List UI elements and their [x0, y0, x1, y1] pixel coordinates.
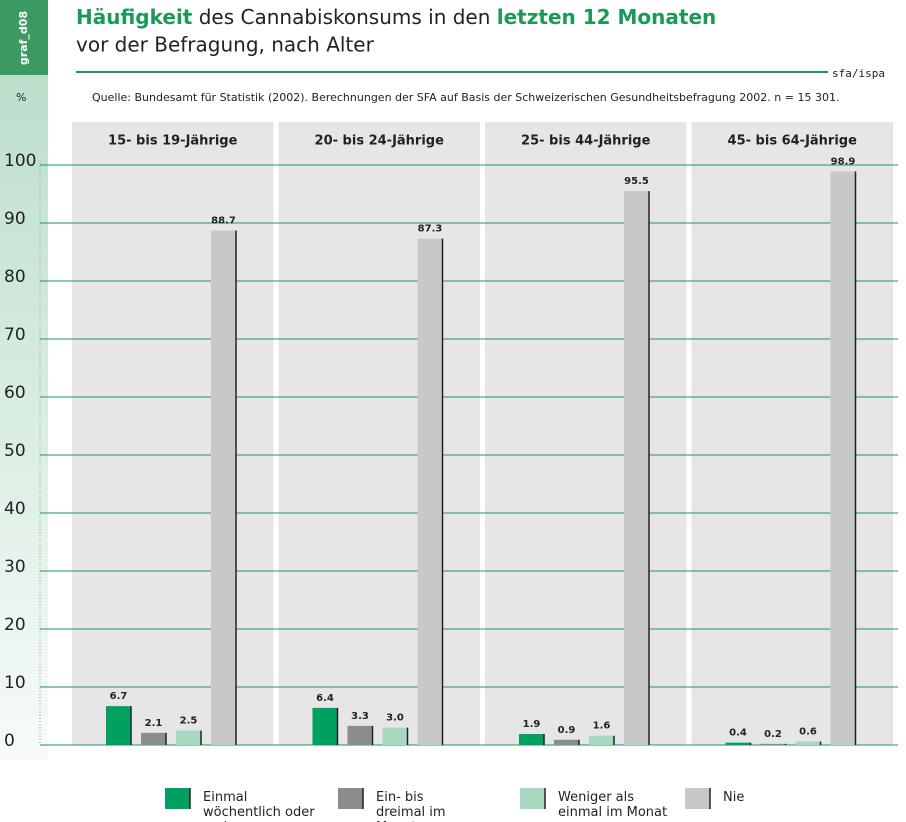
value-label: 0.9 [558, 725, 576, 736]
value-label: 3.3 [351, 711, 369, 722]
panel-title: 45- bis 64-Jährige [728, 134, 858, 149]
value-label: 98.9 [831, 156, 856, 167]
tag: graf_d08 [17, 11, 30, 65]
value-label: 6.4 [316, 693, 334, 704]
panel [691, 122, 893, 745]
value-label: 3.0 [386, 713, 404, 724]
y-tick-label: 20 [4, 615, 26, 635]
bar [382, 727, 408, 745]
value-label: 6.7 [110, 691, 128, 702]
y-tick-label: 80 [4, 267, 26, 287]
bar [417, 238, 443, 745]
legend-label: Weniger als einmal im Monat [558, 790, 668, 820]
bar [141, 732, 166, 745]
chart-title: Häufigkeit des Cannabiskonsums in den le… [76, 5, 716, 29]
panel [485, 122, 687, 745]
value-label: 2.5 [180, 716, 198, 727]
bar [624, 191, 649, 746]
y-axis-label: % [16, 91, 26, 104]
value-label: 87.3 [418, 224, 443, 235]
bar [554, 739, 579, 745]
y-tick-label: 40 [4, 499, 26, 519]
y-tick-label: 30 [4, 557, 26, 577]
y-tick-label: 50 [4, 441, 26, 461]
bar [312, 707, 338, 745]
y-tick-label: 100 [4, 151, 36, 171]
y-tick-label: 0 [4, 731, 15, 751]
panel-title: 25- bis 44-Jährige [521, 134, 651, 149]
value-label: 2.1 [145, 718, 163, 729]
y-tick-label: 70 [4, 325, 26, 345]
value-label: 88.7 [211, 216, 236, 227]
y-tick-label: 10 [4, 673, 26, 693]
value-label: 1.6 [593, 721, 611, 732]
legend-swatch [520, 788, 545, 809]
source: Quelle: Bundesamt für Statistik (2002). … [92, 91, 839, 104]
panel [278, 122, 480, 745]
bar [347, 725, 373, 745]
legend-label: Einmal wöchentlich oder mehr [203, 790, 315, 822]
y-tick-label: 90 [4, 209, 26, 229]
bar [830, 171, 856, 745]
bar [725, 742, 751, 745]
side-strip [0, 0, 48, 760]
panel [72, 122, 274, 745]
value-label: 1.9 [523, 719, 541, 730]
bar [176, 730, 201, 745]
value-label: 0.6 [799, 727, 817, 738]
bar [589, 735, 614, 745]
panel-title: 20- bis 24-Jährige [315, 134, 445, 149]
panel-title: 15- bis 19-Jährige [108, 134, 238, 149]
tag-box [0, 0, 48, 75]
bar [106, 706, 131, 745]
value-label: 0.2 [764, 729, 782, 740]
legend-label: Ein- bis dreimal im Monat [376, 790, 446, 822]
legend-label: Nie [723, 790, 745, 805]
legend-swatch [165, 788, 190, 809]
bar [795, 741, 821, 745]
value-label: 95.5 [624, 176, 649, 187]
legend-swatch [338, 788, 363, 809]
subtitle: vor der Befragung, nach Alter [76, 33, 375, 57]
bar [519, 733, 544, 745]
legend-swatch [685, 788, 710, 809]
bar [760, 743, 786, 745]
logo: sfa/ispa [832, 67, 885, 80]
bar [211, 230, 236, 746]
value-label: 0.4 [729, 728, 747, 739]
y-tick-label: 60 [4, 383, 26, 403]
